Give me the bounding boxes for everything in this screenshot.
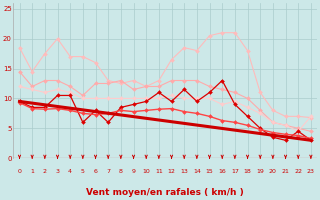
X-axis label: Vent moyen/en rafales ( km/h ): Vent moyen/en rafales ( km/h ) (86, 188, 244, 197)
